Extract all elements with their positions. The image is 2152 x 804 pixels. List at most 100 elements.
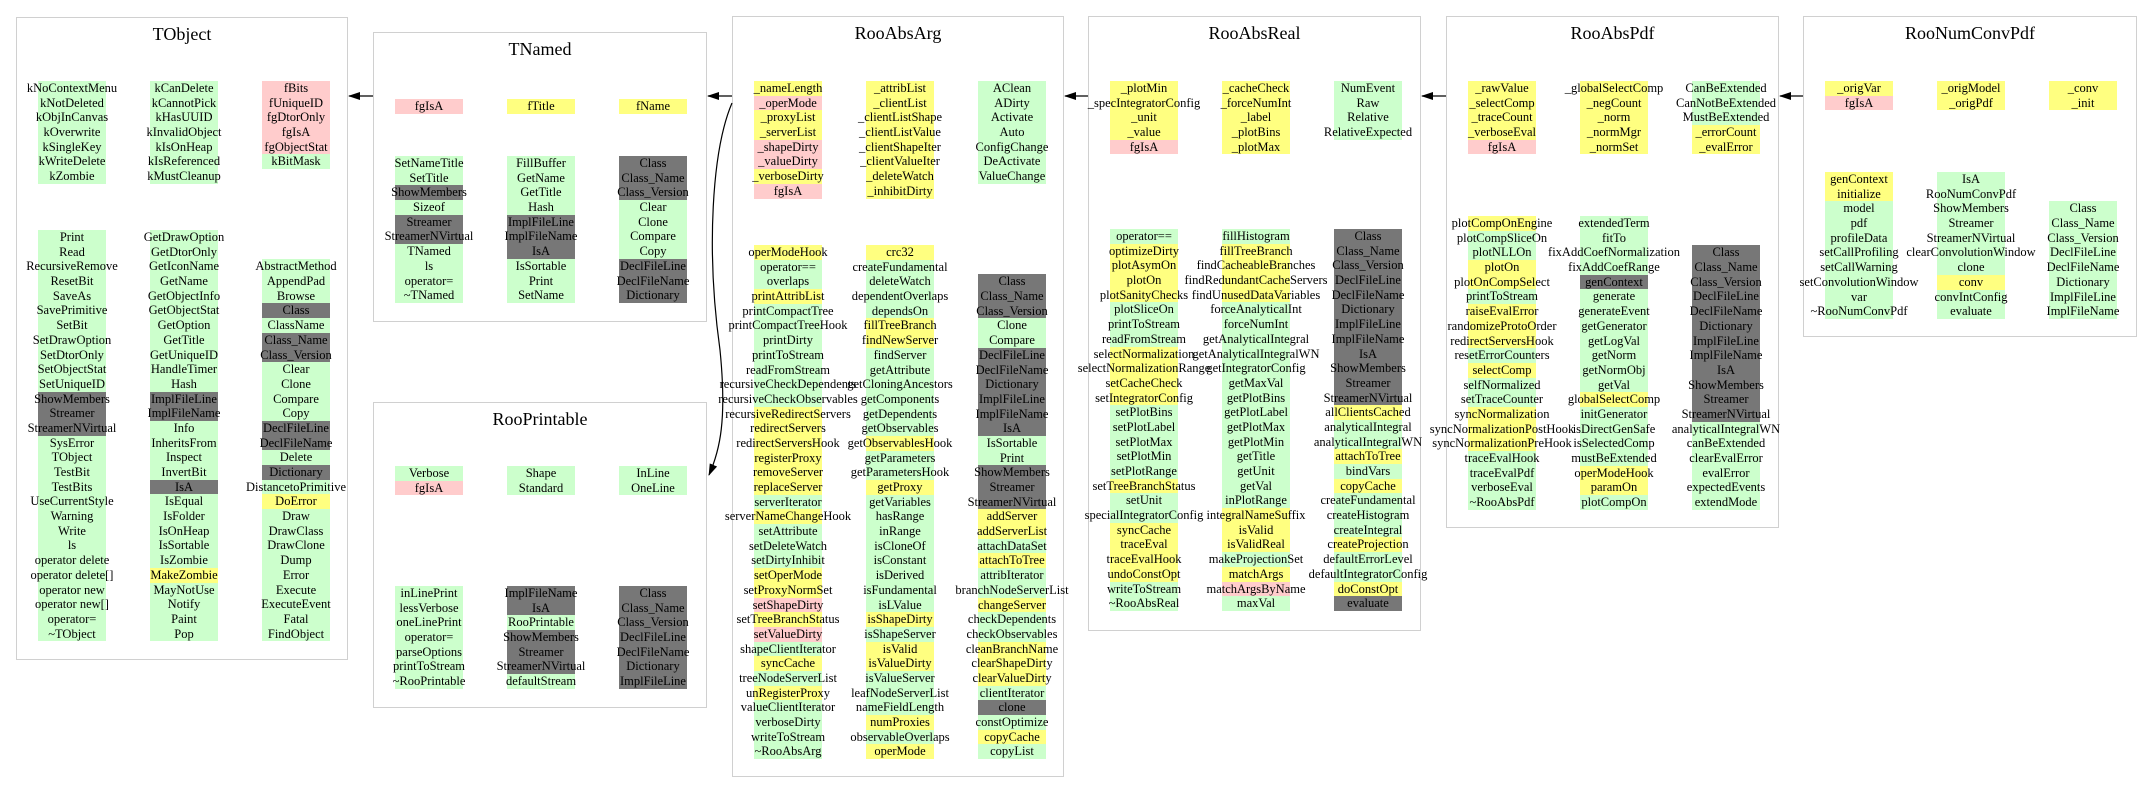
item-label: getParameters — [864, 450, 936, 465]
item-label: shapeClientIterator — [740, 641, 836, 656]
item-label: Class — [1712, 245, 1740, 260]
method-item: GetUniqueID — [150, 347, 218, 363]
method-item: makeProjectionSet — [1209, 552, 1303, 567]
item-label: Compare — [989, 333, 1035, 348]
item-label: SetUniqueID — [39, 376, 105, 391]
item-label: TestBit — [54, 465, 90, 479]
method-item: Fatal — [262, 611, 330, 627]
item-label: ~RooAbsArg — [754, 744, 822, 759]
item-label: getParametersHook — [850, 465, 950, 480]
methods-column: Class Class_Name Class_Version DeclFileLine… — [2047, 201, 2119, 319]
item-label: isValid — [882, 641, 918, 656]
method-item: ls — [38, 538, 106, 554]
item-label: operator= — [404, 273, 454, 288]
item-label: canBeExtended — [1686, 436, 1766, 451]
item-label: setConvolutionWindow — [1799, 274, 1919, 289]
item-label: _init — [2071, 95, 2095, 110]
methods-section: inLinePrint lessVerbose oneLinePrint operat… — [374, 586, 706, 689]
method-item: setDeleteWatch — [749, 538, 827, 554]
method-item: selectNormalizationRange — [1078, 361, 1210, 376]
item-label: fixAddCoefNormalization — [1548, 245, 1680, 260]
methods-column: AbstractMethod AppendPad Browse Class ClassN… — [246, 259, 346, 642]
item-label: kObjInCanvas — [35, 110, 109, 125]
item-label: analyticalIntegralWN — [1313, 434, 1423, 449]
method-item: Clear — [619, 200, 687, 215]
method-item: setCallWarning — [1820, 260, 1898, 275]
item-label: redirectServersHook — [736, 435, 840, 450]
members-column: _origModel _origPdf — [1937, 81, 2005, 111]
item-label: Activate — [990, 110, 1034, 125]
item-label: getNormObj — [1582, 362, 1646, 377]
item-label: ImplFileName — [1689, 348, 1763, 363]
item-label: StreamerNVirtual — [1323, 390, 1413, 405]
item-label: StreamerNVirtual — [384, 229, 474, 244]
item-label: DeclFileLine — [979, 347, 1045, 362]
method-item: DeclFileLine — [2049, 245, 2117, 261]
item-label: verboseDirty — [755, 715, 821, 729]
item-label: _plotBins — [1231, 125, 1281, 140]
item-label: Class_Version — [976, 303, 1048, 318]
data-member-item: fName — [619, 99, 687, 114]
item-label: ConfigChange — [975, 139, 1049, 154]
data-member-item: _unit — [1110, 110, 1178, 126]
item-label: getLogVal — [1587, 333, 1641, 348]
item-label: IsA — [531, 244, 551, 259]
item-label: operator= — [404, 630, 454, 645]
method-item: Browse — [262, 288, 330, 304]
data-member-item: _serverList — [754, 125, 822, 140]
item-label: genContext — [1585, 274, 1643, 289]
members-column: kNoContextMenu kNotDeleted kObjInCanvas kOv… — [27, 81, 117, 184]
item-label: printToStream — [392, 659, 466, 674]
item-label: profileData — [1830, 230, 1888, 245]
item-label: operator delete[] — [30, 567, 114, 582]
method-item: shapeClientIterator — [740, 641, 836, 657]
item-label: Raw — [1356, 95, 1380, 110]
method-item: addServerList — [977, 524, 1047, 539]
data-member-item: OneLine — [619, 480, 687, 496]
item-label: isValid — [1238, 522, 1274, 537]
item-label: setDeleteWatch — [748, 538, 828, 553]
item-label: isLValue — [878, 597, 922, 612]
item-label: selectNormalization — [1093, 346, 1195, 361]
item-label: GetOption — [157, 318, 211, 333]
item-label: operModeHook — [748, 245, 828, 259]
method-item: ShowMembers — [391, 185, 467, 201]
item-label: setCallWarning — [1820, 260, 1898, 275]
method-item: operator new[] — [35, 597, 109, 612]
item-label: generateEvent — [1578, 304, 1650, 319]
item-label: Class_Version — [260, 347, 332, 362]
item-label: _nameLength — [753, 81, 823, 95]
item-label: StreamerNVirtual — [496, 659, 586, 674]
method-item: FindObject — [262, 626, 330, 642]
method-item: forceNumInt — [1222, 317, 1290, 332]
item-label: defaultErrorLevel — [1323, 552, 1413, 567]
item-label: ShowMembers — [1933, 201, 2009, 216]
item-label: getPlotMin — [1227, 434, 1285, 449]
method-item: clearConvolutionWindow — [1906, 245, 2036, 261]
item-label: clearEvalError — [1689, 451, 1763, 466]
item-label: kIsReferenced — [147, 154, 221, 169]
data-member-item: Raw — [1334, 95, 1402, 111]
item-label: SavePrimitive — [36, 303, 108, 318]
method-item: Class_Name — [619, 170, 687, 186]
method-item: printToStream — [392, 659, 466, 675]
data-member-item: _globalSelectComp — [1565, 81, 1663, 96]
data-member-item: _value — [1110, 125, 1178, 140]
method-item: operModeHook — [748, 245, 828, 260]
item-label: isConstant — [873, 553, 927, 568]
method-item: Draw — [262, 509, 330, 524]
method-item: ResetBit — [38, 274, 106, 289]
item-label: ClassName — [267, 318, 325, 333]
class-box-rooabspdf: RooAbsPdf _rawValue _selectComp _traceCount… — [1430, 16, 1780, 528]
method-item: ImplFileLine — [619, 674, 687, 689]
method-item: IsA — [1937, 172, 2005, 187]
method-item: Dictionary — [978, 377, 1046, 392]
item-label: DeclFileName — [616, 644, 690, 659]
method-item: fixAddCoefRange — [1568, 260, 1660, 275]
item-label: createHistogram — [1326, 508, 1410, 523]
method-item: DeclFileLine — [1334, 273, 1402, 288]
item-label: addServer — [986, 509, 1038, 524]
method-item: SetTitle — [395, 170, 463, 186]
item-label: Hash — [528, 200, 554, 215]
method-item: DeclFileName — [617, 273, 689, 289]
